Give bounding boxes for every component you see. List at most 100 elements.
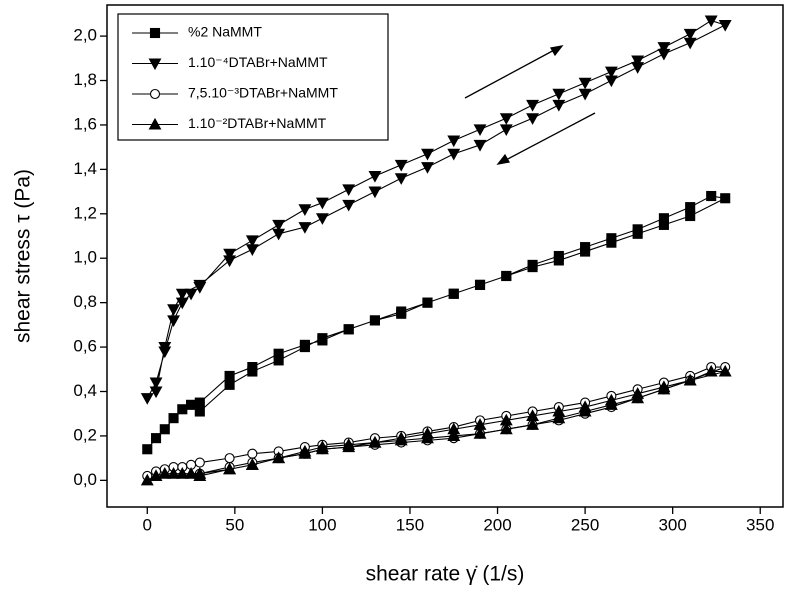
data-point: [421, 162, 434, 174]
data-point: [175, 288, 189, 301]
arrow-down: [501, 112, 596, 163]
data-point: [150, 433, 162, 444]
data-point: [704, 364, 718, 377]
y-tick-label: 1,4: [73, 159, 97, 178]
data-point: [422, 297, 433, 308]
data-point: [245, 458, 259, 470]
data-point: [580, 246, 591, 257]
data-point: [167, 467, 180, 479]
data-point: [159, 424, 170, 435]
data-point: [396, 306, 407, 317]
data-point: [499, 124, 513, 137]
arrows: [464, 45, 596, 165]
data-point: [193, 469, 207, 481]
data-point: [298, 204, 312, 216]
data-point: [193, 279, 207, 292]
legend-marker: [148, 58, 162, 71]
y-tick-label: 0,2: [73, 425, 97, 444]
data-point: [272, 228, 286, 241]
plot-frame: [106, 4, 784, 508]
x-tick-label: 300: [658, 515, 686, 534]
data-point: [447, 429, 461, 441]
data-point: [657, 382, 671, 395]
data-point: [704, 15, 718, 28]
data-point: [342, 440, 356, 453]
data-point: [369, 315, 380, 326]
data-point: [394, 159, 408, 172]
arrow-head: [549, 45, 564, 57]
data-point: [194, 397, 205, 408]
data-point: [631, 55, 645, 68]
x-tick-label: 50: [225, 515, 244, 534]
data-point: [606, 237, 617, 248]
data-point: [184, 467, 198, 479]
data-point: [298, 222, 312, 234]
data-point: [447, 135, 461, 148]
data-point: [685, 202, 696, 213]
data-point: [394, 173, 408, 185]
data-point: [167, 304, 180, 316]
data-point: [578, 404, 592, 417]
data-point: [657, 48, 671, 61]
data-point: [526, 113, 539, 125]
x-tick-label: 100: [308, 515, 336, 534]
data-point: [578, 88, 592, 101]
data-point: [552, 88, 566, 101]
data-point: [526, 418, 539, 430]
legend-marker: [148, 117, 162, 130]
y-tick-label: 1,6: [73, 114, 97, 133]
legend-box: [117, 13, 389, 141]
data-point: [658, 219, 669, 230]
data-point: [149, 377, 163, 390]
series-line: [146, 19, 727, 399]
data-point: [247, 448, 258, 459]
data-point: [186, 399, 197, 410]
data-point: [315, 442, 329, 455]
data-point: [149, 386, 163, 399]
data-point: [194, 457, 205, 468]
y-tick-label: 1,2: [73, 203, 97, 222]
data-point: [473, 124, 487, 137]
data-point: [683, 37, 697, 50]
data-point: [368, 435, 382, 448]
data-point: [499, 422, 513, 435]
data-point: [474, 279, 486, 290]
legend-marker: [149, 88, 161, 100]
data-point: [298, 447, 312, 459]
y-tick-label: 0,4: [73, 381, 97, 400]
data-point: [473, 427, 487, 439]
data-point: [342, 184, 356, 197]
data-point: [175, 467, 189, 479]
y-tick-label: 1,8: [73, 70, 97, 89]
data-point: [683, 28, 697, 41]
data-point: [552, 411, 566, 424]
data-point: [552, 99, 566, 112]
y-tick-label: 0,8: [73, 292, 97, 311]
data-point: [421, 431, 434, 444]
y-axis-label: shear stress τ (Pa): [12, 169, 35, 343]
y-tick-label: 0,6: [73, 337, 97, 356]
data-point: [343, 324, 354, 335]
data-point: [315, 213, 329, 225]
data-point: [683, 373, 697, 386]
data-point: [272, 219, 286, 232]
data-point: [142, 444, 153, 455]
data-point: [245, 244, 259, 256]
data-point: [223, 255, 237, 268]
arrow-up: [464, 47, 559, 99]
data-point: [657, 42, 671, 54]
data-point: [526, 99, 539, 112]
arrow-head: [496, 153, 511, 165]
data-point: [245, 235, 259, 248]
x-tick-label: 0: [143, 515, 152, 534]
data-point: [224, 453, 235, 464]
data-point: [272, 451, 286, 464]
data-point: [368, 186, 382, 199]
data-point: [578, 77, 592, 90]
data-point: [140, 473, 154, 486]
data-point: [604, 398, 618, 410]
data-point: [632, 228, 643, 239]
x-tick-label: 200: [483, 515, 511, 534]
data-point: [177, 404, 188, 415]
data-point: [718, 19, 732, 32]
